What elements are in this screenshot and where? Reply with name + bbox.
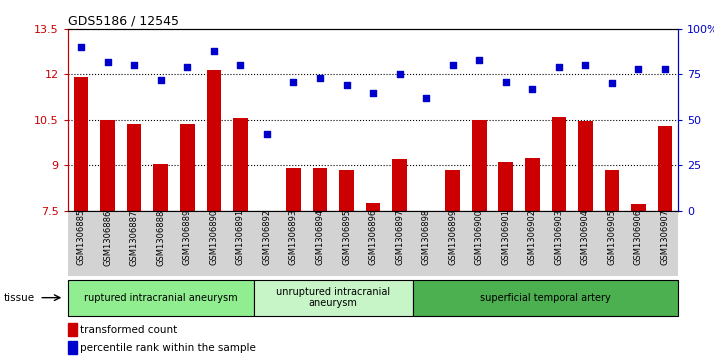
Point	[129, 62, 140, 68]
Bar	[286, 168, 301, 211]
Point	[235, 62, 246, 68]
Bar	[154, 164, 168, 211]
Point	[181, 64, 193, 70]
Point	[155, 77, 166, 83]
Bar	[446, 170, 460, 211]
Bar	[339, 170, 354, 211]
Bar	[392, 159, 407, 211]
Point	[76, 44, 87, 50]
Bar	[658, 126, 673, 211]
Point	[394, 72, 406, 77]
Bar	[551, 117, 566, 211]
Bar	[68, 323, 77, 336]
Text: ruptured intracranial aneurysm: ruptured intracranial aneurysm	[84, 293, 238, 303]
Point	[580, 62, 591, 68]
Bar	[68, 341, 77, 354]
Bar	[74, 77, 89, 211]
Bar	[233, 118, 248, 211]
Bar	[127, 125, 141, 211]
Bar	[605, 170, 619, 211]
Point	[473, 57, 485, 63]
Point	[314, 75, 326, 81]
FancyBboxPatch shape	[413, 280, 678, 316]
Point	[659, 66, 670, 72]
Text: GDS5186 / 12545: GDS5186 / 12545	[68, 15, 178, 28]
Point	[606, 81, 618, 86]
Point	[553, 64, 565, 70]
Point	[288, 79, 299, 85]
Point	[447, 62, 458, 68]
Point	[208, 48, 219, 54]
Text: transformed count: transformed count	[80, 325, 178, 335]
Bar	[366, 203, 381, 211]
Point	[341, 82, 352, 88]
Bar	[101, 120, 115, 211]
Text: unruptured intracranial
aneurysm: unruptured intracranial aneurysm	[276, 287, 391, 309]
Text: tissue: tissue	[4, 293, 35, 303]
Point	[102, 59, 114, 65]
Bar	[498, 162, 513, 211]
Bar	[525, 158, 540, 211]
Point	[421, 95, 432, 101]
Bar	[313, 168, 327, 211]
Point	[527, 86, 538, 92]
Text: percentile rank within the sample: percentile rank within the sample	[80, 343, 256, 353]
Point	[633, 66, 644, 72]
Bar	[180, 125, 195, 211]
Bar	[472, 120, 486, 211]
Text: superficial temporal artery: superficial temporal artery	[481, 293, 611, 303]
Bar	[631, 204, 645, 211]
Bar	[206, 70, 221, 211]
Point	[261, 131, 273, 137]
Bar	[578, 121, 593, 211]
Point	[500, 79, 511, 85]
FancyBboxPatch shape	[253, 280, 413, 316]
FancyBboxPatch shape	[68, 280, 253, 316]
Point	[367, 90, 378, 95]
